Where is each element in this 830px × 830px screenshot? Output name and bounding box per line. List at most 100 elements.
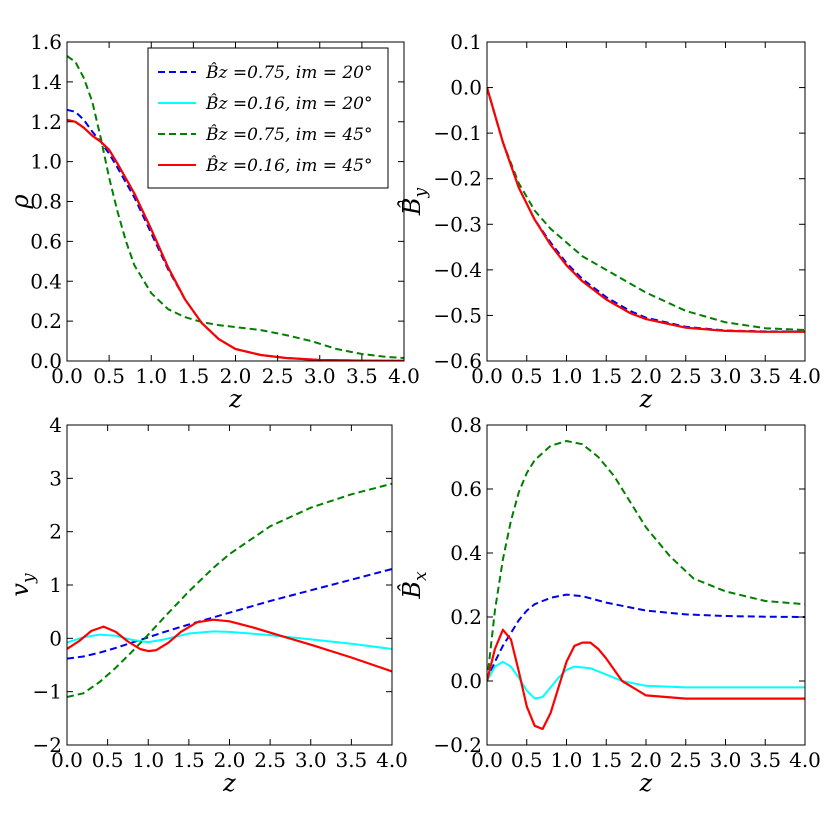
x-tick-label: 3.5	[346, 364, 378, 388]
x-tick-label: 2.0	[214, 748, 246, 772]
y-tick-label: −0.5	[433, 303, 482, 327]
y-tick-label: 0.0	[450, 76, 482, 100]
y-tick-label: −1	[33, 680, 62, 704]
y-axis-label: B̂x	[398, 571, 431, 600]
x-tick-label: 2.5	[254, 748, 286, 772]
y-tick-label: −0.2	[433, 733, 482, 757]
y-tick-label: 0.2	[450, 605, 482, 629]
y-axis-label: B̂y	[398, 187, 431, 216]
x-tick-label: 3.5	[749, 748, 781, 772]
x-tick-label: 1.5	[177, 364, 209, 388]
x-tick-label: 1.0	[132, 748, 164, 772]
y-tick-label: 0.6	[450, 477, 482, 501]
x-tick-label: 3.5	[749, 364, 781, 388]
panel-by: 0.0 0.5 1.0 1.5 2.0 2.5 3.0 3.5 4.0 −0.6 −0.5 −0.4 −…	[398, 30, 821, 413]
series-s3	[487, 87, 805, 331]
x-tick-label: 2.5	[670, 364, 702, 388]
x-tick-label: 0.5	[93, 364, 125, 388]
y-tick-label: 1.4	[30, 70, 62, 94]
x-tick-label: 1.5	[590, 748, 622, 772]
y-tick-label: 0.8	[450, 413, 482, 437]
x-tick-label: 2.5	[262, 364, 294, 388]
x-tick-label: 0.5	[511, 748, 543, 772]
series-s4	[67, 118, 404, 361]
y-tick-label: 0.6	[30, 229, 62, 253]
legend-label-s1: B̂z =0.75, im = 20°	[205, 63, 373, 83]
panel-rho: 0.0 0.5 1.0 1.5 2.0 2.5 3.0 3.5 4.0 0.0 0.2 0.4 0.6 0…	[6, 30, 420, 413]
series-s3	[67, 482, 392, 698]
x-tick-label: 4.0	[789, 364, 821, 388]
y-tick-label: 0.8	[30, 190, 62, 214]
x-tick-label: 2.0	[630, 364, 662, 388]
y-tick-label: 0.0	[30, 349, 62, 373]
x-tick-label: 0.0	[471, 364, 503, 388]
x-tick-label: 0.0	[51, 748, 83, 772]
series-s3	[67, 55, 404, 359]
x-tick-label: 4.0	[376, 748, 408, 772]
series-s4	[67, 618, 392, 673]
x-tick-label: 2.0	[220, 364, 252, 388]
x-tick-label: 1.0	[551, 748, 583, 772]
panel-bx: 0.0 0.5 1.0 1.5 2.0 2.5 3.0 3.5 4.0−0.20.00.20.4…	[398, 413, 821, 797]
x-tick-label: 3.0	[710, 364, 742, 388]
y-tick-label: −0.4	[433, 258, 482, 282]
x-tick-label: 2.5	[670, 748, 702, 772]
y-tick-label: 0.2	[30, 309, 62, 333]
y-tick-label: 4	[49, 413, 62, 437]
y-tick-label: 0.4	[450, 541, 482, 565]
y-tick-label: 1	[49, 573, 62, 597]
y-tick-label: −0.6	[433, 349, 482, 373]
y-tick-label: 1.2	[30, 110, 62, 134]
legend-label-s2: B̂z =0.16, im = 20°	[205, 94, 373, 114]
y-tick-label: 3	[49, 466, 62, 490]
x-axis-label: z	[639, 769, 653, 797]
y-tick-label: 1.0	[30, 150, 62, 174]
x-tick-label: 1.5	[173, 748, 205, 772]
y-tick-label: 0.0	[450, 669, 482, 693]
series-s2	[67, 630, 392, 650]
y-tick-label: −0.3	[433, 212, 482, 236]
x-tick-label: 3.0	[304, 364, 336, 388]
y-axis-label: vy	[6, 573, 39, 597]
legend-label-s4: B̂z =0.16, im = 45°	[205, 156, 373, 176]
panel-vy: 0.0 0.5 1.0 1.5 2.0 2.5 3.0 3.5 4.0 −2 −1 0 1 2 3 4 z vy	[6, 413, 408, 797]
x-tick-label: 3.5	[335, 748, 367, 772]
y-tick-label: −2	[33, 733, 62, 757]
x-axis-label: z	[222, 769, 236, 797]
x-tick-label: 1.5	[590, 364, 622, 388]
x-tick-label: 4.0	[388, 364, 420, 388]
x-axis-label: z	[228, 385, 242, 413]
x-tick-label: 4.0	[789, 748, 821, 772]
x-tick-label: 3.0	[295, 748, 327, 772]
legend-label-s3: B̂z =0.75, im = 45°	[205, 125, 373, 145]
y-tick-label: 0	[49, 626, 62, 650]
series-s4	[487, 87, 805, 333]
x-tick-label: 1.0	[135, 364, 167, 388]
y-tick-label: 1.6	[30, 30, 62, 54]
x-tick-label: 2.0	[630, 748, 662, 772]
series-s1	[487, 593, 805, 682]
x-tick-label: 1.0	[551, 364, 583, 388]
x-tick-label: 0.0	[471, 748, 503, 772]
series-s2	[487, 660, 805, 700]
y-tick-label: −0.1	[433, 121, 482, 145]
x-tick-label: 0.0	[51, 364, 83, 388]
x-tick-label: 3.0	[710, 748, 742, 772]
y-tick-label: 0.1	[450, 30, 482, 54]
axes-frame	[486, 424, 806, 746]
axes-frame	[66, 424, 393, 746]
series-s3	[487, 440, 805, 682]
series-s2	[487, 87, 805, 333]
axes-frame	[486, 41, 806, 362]
series-s4	[487, 628, 805, 731]
y-tick-label: 0.4	[30, 269, 62, 293]
x-axis-label: z	[639, 385, 653, 413]
x-tick-label: 0.5	[511, 364, 543, 388]
legend: B̂z =0.75, im = 20° B̂z =0.16, im = 20° B̂…	[147, 47, 389, 189]
x-tick-label: 0.5	[92, 748, 124, 772]
y-tick-label: 2	[49, 520, 62, 544]
y-tick-label: −0.2	[433, 167, 482, 191]
y-axis-label: ρ	[6, 194, 34, 209]
series-s1	[67, 568, 392, 660]
